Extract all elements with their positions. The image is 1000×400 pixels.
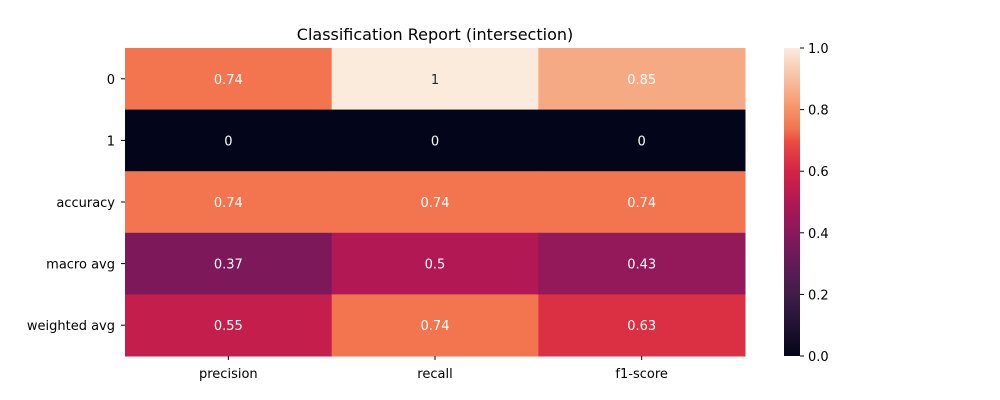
colorbar-ticks: 0.0 0.2 0.4 0.6 0.8 1.0 [800, 42, 829, 365]
cell-annotation: 0.37 [214, 258, 243, 273]
cell-annotations: 0.74 1 0.85 0 0 0 0.74 0.74 0.74 0.37 0.5 0.43 0.55 0… [214, 73, 656, 334]
y-tick-label: weighted avg [27, 319, 115, 334]
x-tick-label: f1-score [615, 367, 667, 382]
heatmap-cell [331, 232, 539, 295]
cell-annotation: 0.74 [214, 73, 243, 88]
cell-annotation: 0.55 [214, 319, 243, 334]
y-tick-label: 1 [107, 134, 115, 149]
cell-annotation: 0.74 [214, 196, 243, 211]
cell-annotation: 0.43 [627, 258, 656, 273]
heatmap-cell [125, 48, 333, 111]
colorbar-tick-label: 0.2 [808, 288, 829, 303]
chart-title: Classification Report (intersection) [297, 25, 573, 44]
cell-annotation: 0.63 [627, 319, 656, 334]
cell-annotation: 0 [638, 134, 646, 149]
heatmap-cell [125, 232, 333, 295]
heatmap-cell [538, 232, 746, 295]
heatmap-cell [125, 171, 333, 234]
heatmap-cell [125, 294, 333, 357]
colorbar-tick-label: 0.8 [808, 104, 829, 119]
cell-annotation: 0 [224, 134, 232, 149]
heatmap-cell [125, 109, 333, 172]
heatmap-cell [331, 109, 539, 172]
heatmap-cell [538, 171, 746, 234]
colorbar-tick-label: 0.4 [808, 227, 829, 242]
heatmap-cell [538, 109, 746, 172]
cell-annotation: 0.74 [627, 196, 656, 211]
colorbar-tick-label: 0.0 [808, 350, 829, 365]
cell-annotation: 0.5 [425, 258, 446, 273]
heatmap-cell [538, 48, 746, 111]
y-axis: 0 1 accuracy macro avg weighted avg [27, 73, 125, 334]
cell-annotation: 0.85 [627, 73, 656, 88]
x-axis: precision recall f1-score [199, 356, 668, 382]
x-tick-label: precision [199, 367, 258, 382]
heatmap-cell [331, 48, 539, 111]
y-tick-label: accuracy [56, 196, 115, 211]
colorbar-tick-label: 1.0 [808, 42, 829, 57]
heatmap-cell [331, 294, 539, 357]
colorbar [784, 48, 800, 356]
heatmap-cell [331, 171, 539, 234]
y-tick-label: 0 [107, 73, 115, 88]
colorbar-tick-label: 0.6 [808, 165, 829, 180]
cell-annotation: 0 [431, 134, 439, 149]
cell-annotation: 1 [431, 73, 439, 88]
cell-annotation: 0.74 [421, 319, 450, 334]
cell-annotation: 0.74 [421, 196, 450, 211]
x-tick-label: recall [417, 367, 452, 382]
y-tick-label: macro avg [46, 258, 115, 273]
heatmap-cell [538, 294, 746, 357]
heatmap-cells [125, 48, 746, 357]
